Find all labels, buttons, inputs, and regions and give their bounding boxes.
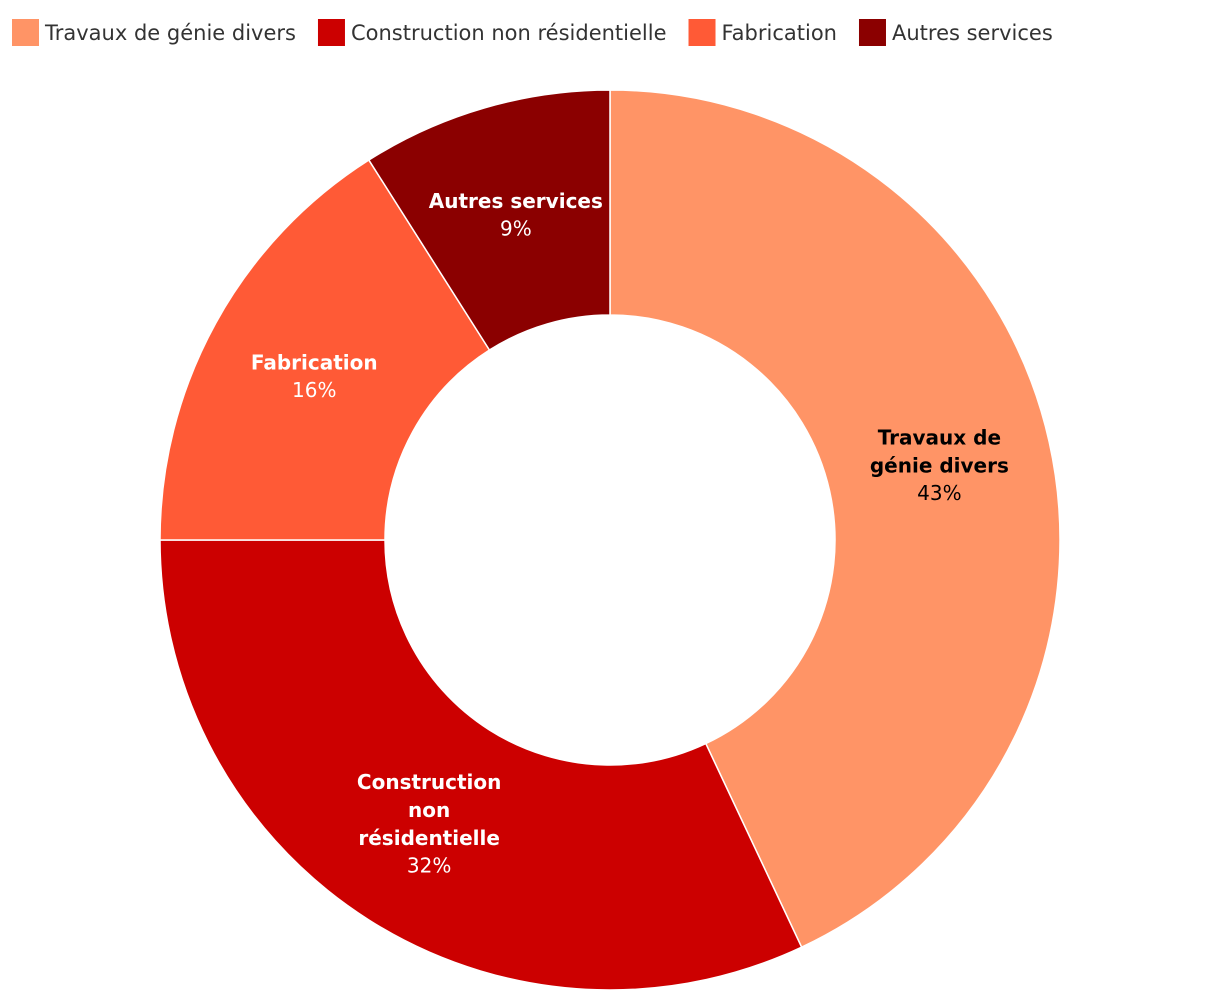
- slice-value-label: 16%: [292, 378, 336, 402]
- legend-swatch: [12, 19, 39, 46]
- label-line: non: [408, 797, 450, 821]
- legend-label: Autres services: [892, 21, 1053, 45]
- legend-label: Travaux de génie divers: [44, 21, 296, 45]
- legend-swatch: [317, 19, 345, 46]
- label-line: Travaux de: [878, 425, 1001, 449]
- slice-label: Construction non résidentielle: [357, 769, 501, 849]
- donut-slice: [159, 159, 491, 541]
- donut-slice: [367, 89, 611, 352]
- slice-value-label: 43%: [917, 481, 961, 505]
- slice-label: Autres services: [429, 188, 603, 212]
- slice-label: Travaux de génie divers: [870, 425, 1009, 477]
- label-line: Fabrication: [251, 350, 378, 374]
- label-line: résidentielle: [358, 825, 500, 849]
- label-line: Autres services: [429, 188, 603, 212]
- slice-label: Fabrication: [251, 350, 378, 374]
- label-line: génie divers: [870, 453, 1009, 477]
- legend-swatch: [858, 19, 886, 46]
- donut-slice: [609, 89, 1061, 949]
- donut-slice: [159, 539, 803, 991]
- slice-value-label: 32%: [407, 853, 451, 877]
- label-line: Construction: [357, 769, 501, 793]
- legend-swatch: [688, 19, 716, 46]
- legend-label: Fabrication: [722, 21, 837, 45]
- legend-label: Construction non résidentielle: [351, 21, 667, 45]
- slice-value-label: 9%: [500, 216, 532, 240]
